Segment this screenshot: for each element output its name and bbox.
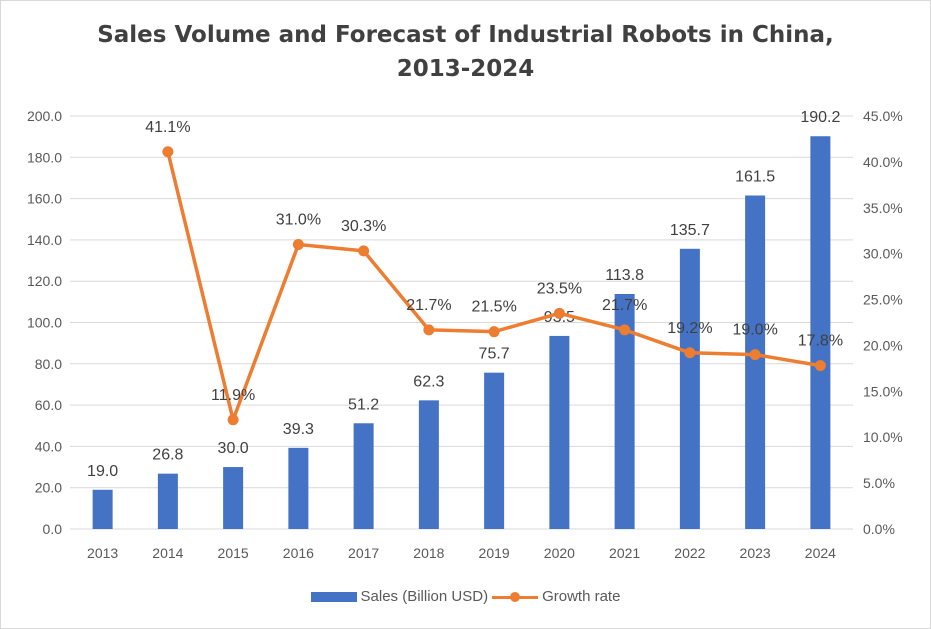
growth-point: [227, 414, 239, 426]
growth-data-label: 41.1%: [145, 119, 190, 136]
bar: [745, 195, 766, 529]
bar-data-label: 113.8: [605, 267, 644, 284]
y-left-tick-label: 0.0: [43, 521, 63, 537]
x-tick-label: 2024: [805, 545, 836, 561]
growth-data-label: 17.8%: [798, 333, 843, 350]
growth-data-label: 31.0%: [276, 211, 321, 228]
growth-point: [749, 349, 761, 361]
y-right-tick-label: 10.0%: [863, 429, 903, 445]
chart-title-line2: 2013-2024: [396, 56, 535, 82]
growth-data-label: 23.5%: [537, 280, 582, 297]
growth-point: [488, 326, 500, 338]
x-tick-label: 2018: [413, 545, 444, 561]
x-tick-label: 2023: [740, 545, 771, 561]
y-left-tick-label: 120.0: [27, 273, 62, 289]
legend-label-sales: Sales (Billion USD): [360, 588, 489, 605]
growth-data-label: 19.0%: [732, 322, 777, 339]
bar: [679, 248, 700, 530]
x-tick-label: 2014: [152, 545, 183, 561]
y-right-tick-label: 30.0%: [863, 246, 903, 262]
bar: [484, 372, 505, 529]
growth-point: [358, 245, 370, 257]
y-left-tick-label: 140.0: [27, 232, 62, 248]
y-right-tick-label: 35.0%: [863, 200, 903, 216]
bar-data-label: 39.3: [283, 421, 314, 438]
y-left-tick-label: 100.0: [27, 315, 62, 331]
x-tick-label: 2021: [609, 545, 640, 561]
y-right-tick-label: 45.0%: [863, 108, 903, 124]
bar-data-label: 75.7: [479, 346, 510, 363]
x-tick-label: 2015: [218, 545, 249, 561]
y-right-tick-label: 0.0%: [863, 521, 895, 537]
y-right-tick-label: 40.0%: [863, 154, 903, 170]
bar-data-label: 30.0: [218, 440, 249, 457]
y-right-tick-label: 15.0%: [863, 383, 903, 399]
bar-data-label: 62.3: [413, 373, 444, 390]
growth-data-label: 11.9%: [211, 387, 255, 404]
y-right-tick-label: 25.0%: [863, 292, 903, 308]
legend-line-swatch: [492, 590, 539, 604]
bar: [157, 473, 178, 529]
x-tick-label: 2016: [283, 545, 314, 561]
legend-label-growth: Growth rate: [542, 588, 621, 605]
x-tick-label: 2020: [544, 545, 575, 561]
growth-point: [619, 324, 631, 336]
chart-title: Sales Volume and Forecast of Industrial …: [0, 18, 931, 86]
bar-data-label: 26.8: [152, 447, 183, 464]
y-right-tick-label: 5.0%: [863, 475, 895, 491]
chart-title-line1: Sales Volume and Forecast of Industrial …: [97, 22, 834, 48]
y-left-tick-label: 60.0: [35, 397, 62, 413]
growth-point: [684, 347, 696, 359]
bar: [549, 335, 570, 529]
legend: Sales (Billion USD) Growth rate: [0, 588, 931, 605]
bar-data-label: 161.5: [735, 169, 775, 186]
x-tick-label: 2013: [87, 545, 118, 561]
y-right-tick-label: 20.0%: [863, 337, 903, 353]
growth-data-label: 21.5%: [471, 299, 516, 316]
bar-data-label: 19.0: [87, 463, 118, 480]
y-left-tick-label: 180.0: [27, 149, 62, 165]
y-left-tick-label: 80.0: [35, 356, 62, 372]
y-left-tick-label: 160.0: [27, 191, 62, 207]
bar: [418, 400, 439, 529]
growth-data-label: 30.3%: [341, 218, 386, 235]
bar: [353, 423, 374, 529]
y-left-tick-label: 40.0: [35, 438, 62, 454]
x-tick-label: 2017: [348, 545, 379, 561]
y-left-tick-label: 20.0: [35, 480, 62, 496]
x-tick-label: 2022: [674, 545, 705, 561]
growth-data-label: 21.7%: [602, 297, 647, 314]
growth-data-label: 19.2%: [667, 320, 712, 337]
bar: [614, 294, 635, 529]
growth-point: [814, 360, 826, 372]
legend-item-growth: Growth rate: [492, 588, 620, 605]
growth-point: [423, 324, 435, 336]
growth-point: [292, 238, 304, 250]
bar-data-label: 51.2: [348, 396, 379, 413]
bar-data-label: 190.2: [800, 109, 840, 126]
growth-point: [553, 307, 565, 319]
bar-data-label: 135.7: [670, 222, 710, 239]
bar: [288, 447, 309, 529]
growth-point: [162, 146, 174, 158]
legend-item-sales: Sales (Billion USD): [310, 588, 489, 605]
bar: [92, 489, 113, 529]
growth-data-label: 21.7%: [406, 297, 451, 314]
legend-bar-swatch: [310, 591, 357, 602]
y-left-tick-label: 200.0: [27, 108, 62, 124]
bar: [223, 467, 244, 529]
bar: [810, 136, 831, 529]
x-tick-label: 2019: [479, 545, 510, 561]
